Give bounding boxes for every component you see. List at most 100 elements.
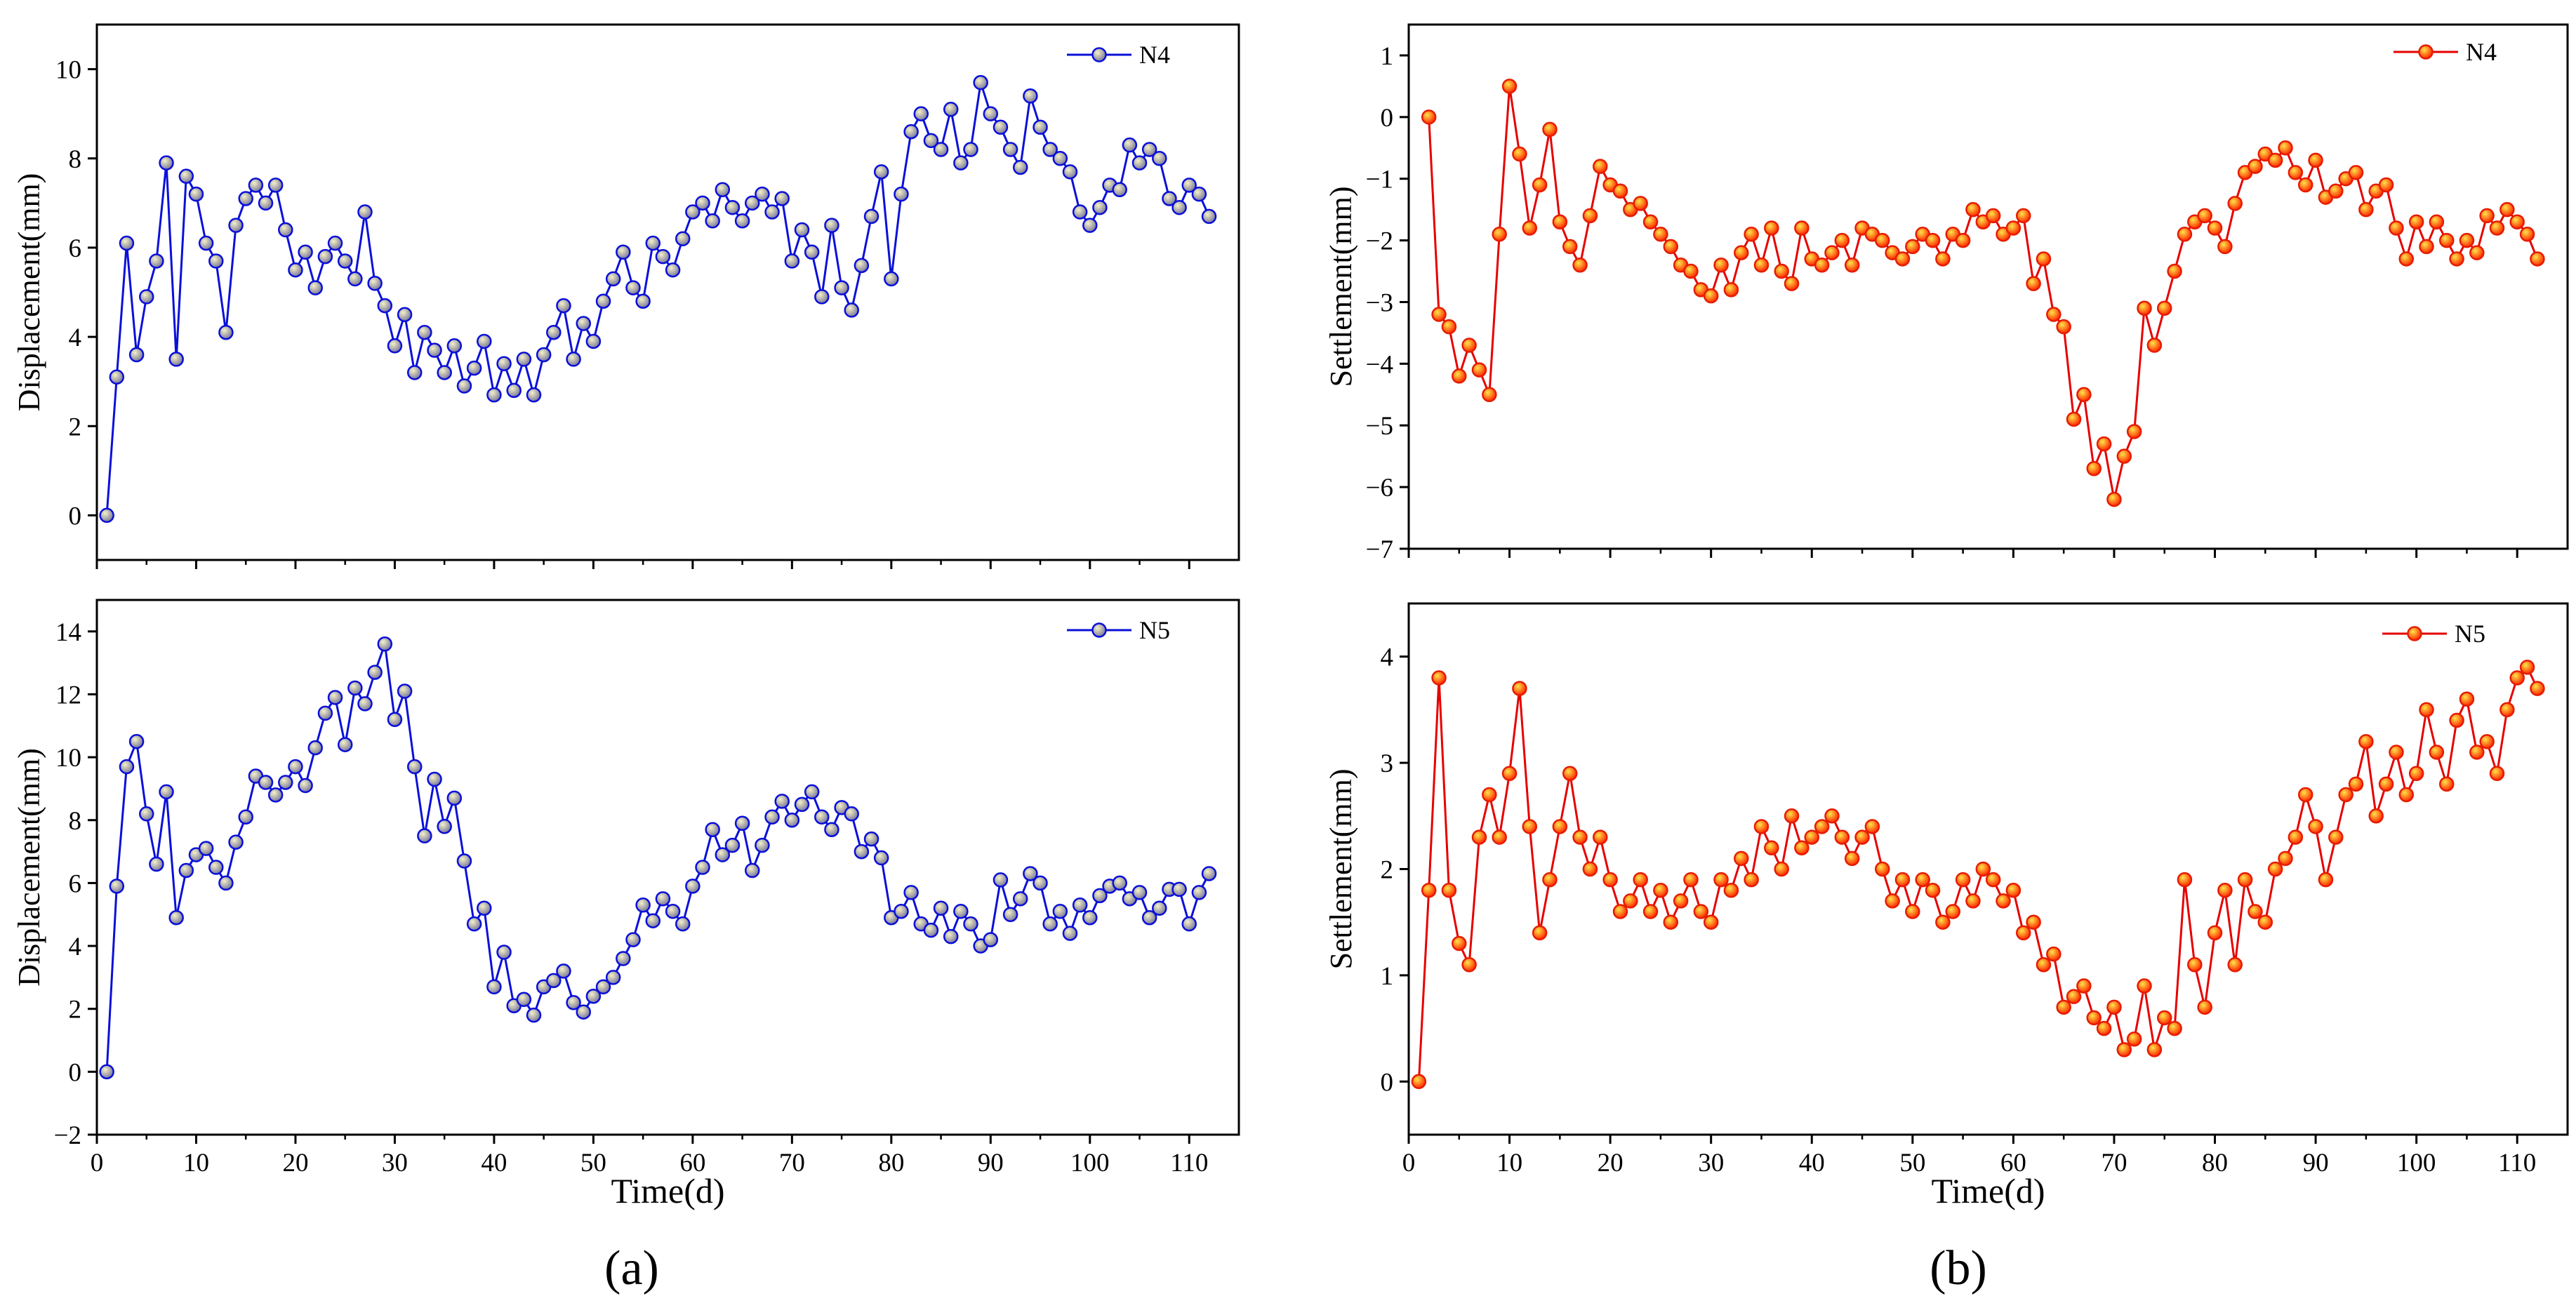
- data-point: [228, 834, 244, 850]
- data-point: [804, 784, 820, 800]
- chart-a-bottom: 0 10 20 30 40 50 60 70 80 90 100 110 −2 0 2 4 6 8 10 12 14 Di…: [12, 599, 1240, 1210]
- data-point: [1152, 151, 1167, 166]
- data-point: [1663, 914, 1679, 930]
- data-point: [1131, 155, 1148, 171]
- data-point: [2429, 214, 2445, 229]
- y-tick-label: 14: [55, 618, 81, 647]
- data-point: [149, 253, 164, 269]
- data-point: [298, 244, 313, 260]
- data-point: [546, 324, 562, 340]
- data-point: [804, 244, 820, 260]
- y-tick-label: 8: [69, 145, 82, 174]
- panel-label-b: (b): [1930, 1241, 1987, 1295]
- data-point: [2177, 227, 2193, 242]
- data-point: [1875, 232, 1890, 248]
- data-point: [2429, 745, 2445, 760]
- data-point: [119, 759, 135, 775]
- data-point: [1471, 829, 1487, 845]
- data-point: [208, 253, 224, 269]
- data-point: [427, 771, 442, 787]
- y-axis-label: Displacement(mm): [12, 173, 46, 412]
- data-point: [1441, 883, 1457, 898]
- data-point: [943, 928, 959, 944]
- data-point: [1112, 875, 1127, 891]
- data-point: [456, 378, 472, 394]
- y-tick-label: 10: [55, 744, 81, 773]
- data-point: [1673, 893, 1689, 909]
- data-point: [2056, 999, 2071, 1015]
- data-point: [953, 904, 969, 919]
- data-point: [854, 843, 870, 860]
- data-point: [894, 904, 909, 919]
- data-point: [923, 133, 939, 149]
- data-point: [278, 222, 293, 238]
- data-point: [198, 841, 214, 856]
- data-point: [2076, 387, 2092, 403]
- data-point: [526, 1007, 542, 1023]
- data-point: [2056, 319, 2071, 335]
- data-point: [2479, 734, 2495, 749]
- data-point: [2227, 196, 2243, 211]
- data-point: [1092, 888, 1108, 904]
- data-point: [1804, 829, 1820, 845]
- data-point: [1562, 766, 1578, 781]
- data-point: [1562, 239, 1578, 255]
- data-point: [2026, 276, 2041, 291]
- data-point: [2278, 140, 2293, 156]
- data-point: [1501, 766, 1518, 781]
- data-point: [1072, 897, 1088, 913]
- x-tick-label: 40: [481, 1149, 507, 1177]
- data-point: [1582, 861, 1598, 877]
- data-point: [138, 806, 154, 822]
- data-point: [1052, 904, 1068, 919]
- data-point: [2519, 227, 2535, 242]
- data-point: [1131, 885, 1148, 900]
- data-point: [198, 235, 214, 251]
- x-tick-label: 90: [978, 1149, 1004, 1177]
- data-point: [824, 218, 839, 233]
- data-point: [446, 790, 463, 806]
- data-point: [1633, 872, 1648, 888]
- data-point: [2066, 989, 2082, 1004]
- data-point: [844, 302, 859, 318]
- data-point: [1925, 232, 1941, 248]
- data-point: [1593, 829, 1608, 845]
- x-tick-label: 50: [580, 1149, 606, 1177]
- data-point: [456, 853, 472, 869]
- data-point: [903, 124, 919, 140]
- data-point: [1683, 263, 1699, 279]
- data-point: [486, 387, 502, 403]
- data-point: [516, 352, 532, 367]
- y-tick-label: 1: [1381, 42, 1394, 71]
- data-point: [2267, 861, 2283, 877]
- data-point: [1411, 1074, 1427, 1090]
- data-point: [1774, 263, 1789, 279]
- legend-marker: [2418, 44, 2434, 60]
- data-point: [2096, 1020, 2112, 1036]
- data-point: [1955, 232, 1971, 248]
- data-point: [367, 276, 383, 291]
- data-point: [228, 218, 244, 233]
- data-point: [377, 298, 393, 314]
- data-point: [406, 365, 423, 380]
- data-point: [168, 352, 184, 367]
- x-axis-label: Time(d): [611, 1171, 724, 1210]
- data-point: [1572, 257, 1588, 273]
- data-point: [317, 248, 333, 265]
- data-point: [2338, 787, 2353, 803]
- data-point: [2197, 208, 2212, 224]
- data-point: [437, 818, 452, 834]
- data-point: [1734, 850, 1749, 867]
- data-point: [1653, 883, 1668, 898]
- data-point: [884, 271, 899, 287]
- data-point: [1814, 257, 1830, 273]
- data-point: [2146, 338, 2163, 353]
- data-point: [2419, 239, 2434, 255]
- data-point: [1703, 914, 1719, 930]
- data-point: [873, 850, 889, 866]
- data-point: [1623, 893, 1638, 909]
- y-tick-label: 12: [55, 681, 81, 709]
- data-point: [2237, 872, 2253, 888]
- data-point: [218, 875, 234, 891]
- y-tick-label: 1: [1381, 962, 1394, 991]
